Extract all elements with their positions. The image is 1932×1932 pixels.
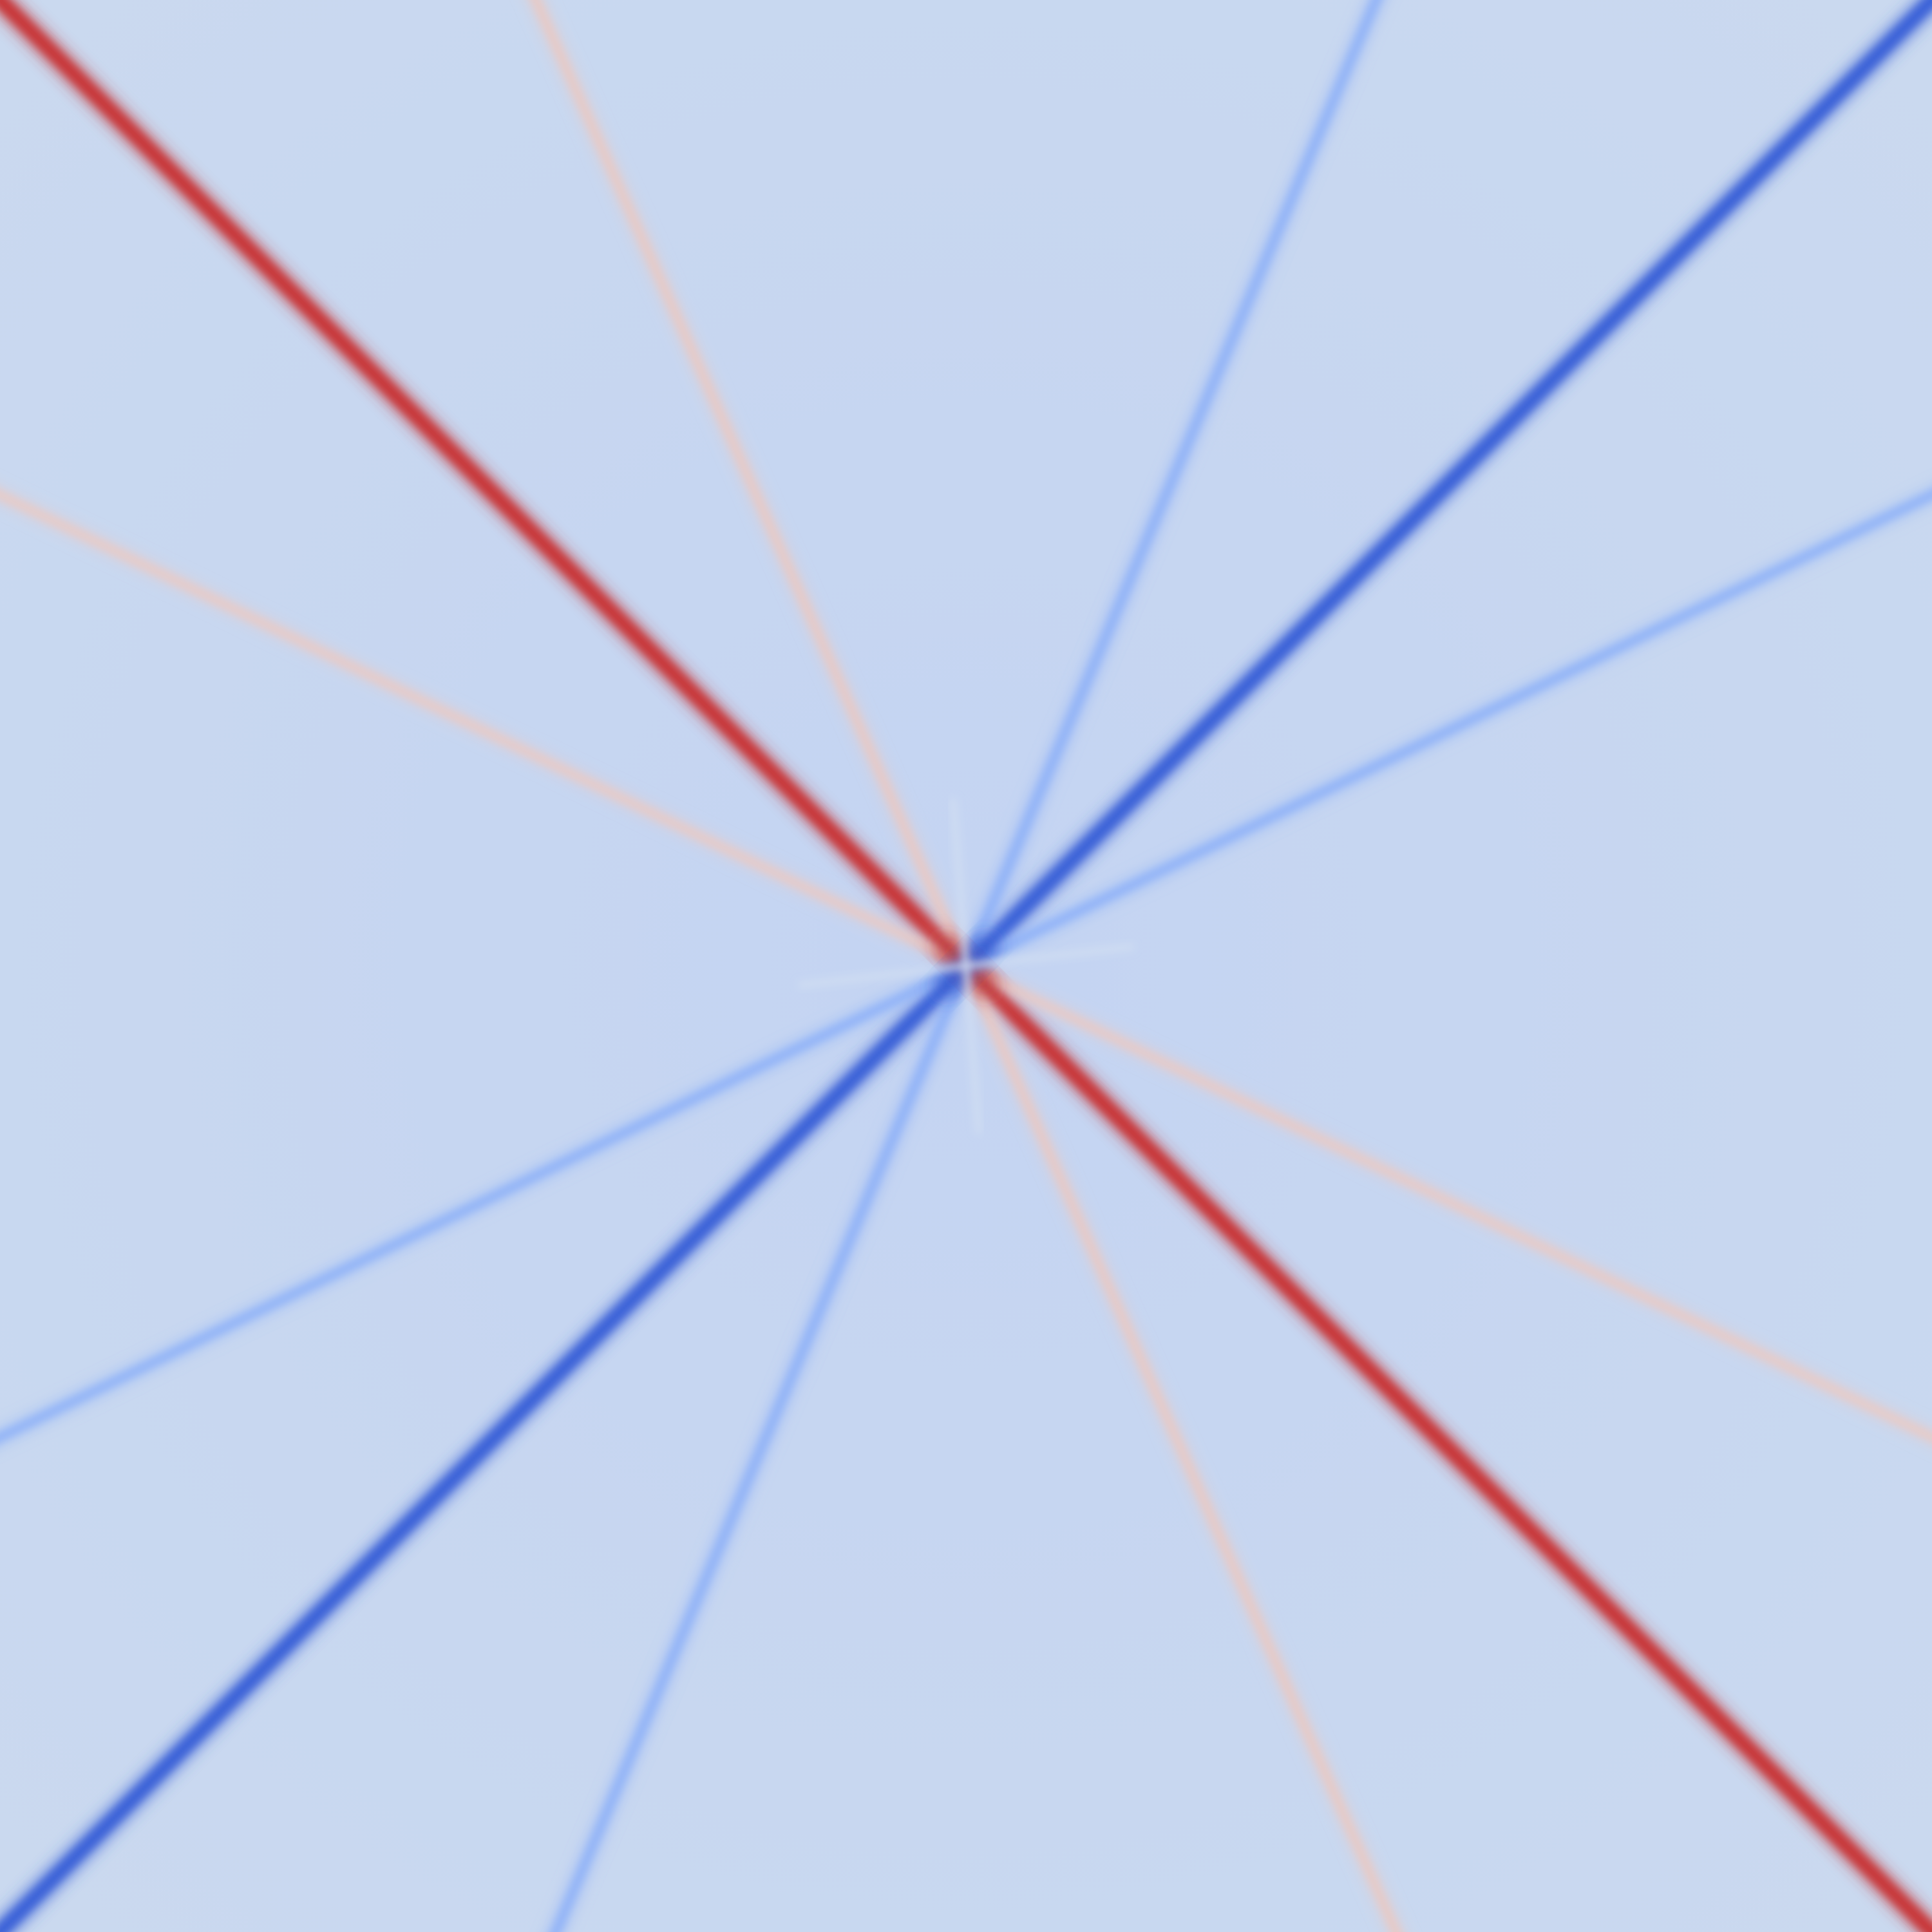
center-pale-vertical [950,798,982,1134]
center-blue-lobe-lower [936,964,968,996]
center-knot [798,798,1134,1134]
center-blue-lobe-upper [964,936,996,968]
center-red-lobe-lower [964,964,996,996]
center-red-lobe-upper [936,936,968,968]
